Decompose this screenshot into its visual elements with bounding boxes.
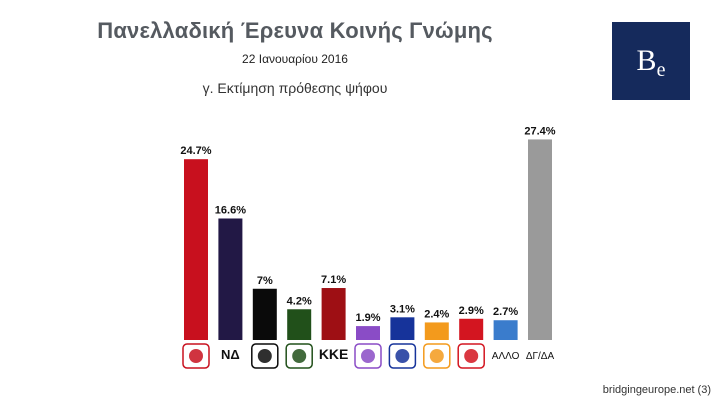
value-label: 16.6% [215,204,246,216]
axis-label: ΑΛΛΟ [492,351,520,362]
value-label: 24.7% [180,145,211,157]
axis-label: ΝΔ [221,347,240,362]
value-label: 1.9% [355,312,380,324]
party-emblem [388,343,417,369]
bar [493,320,518,340]
logo-text: Be [636,44,666,81]
chart-title: Πανελλαδική Έρευνα Κοινής Γνώμης [97,18,493,43]
bar [390,317,415,340]
bar [459,318,484,340]
bar [218,218,243,340]
value-label: 27.4% [524,125,555,137]
party-emblem [354,343,382,369]
survey-date: 22 Ιανουαρίου 2016 [242,52,348,66]
source-link[interactable]: bridgingeurope.net [602,384,695,396]
party-emblem [423,343,451,369]
party-emblem [182,343,210,369]
value-label: 7.1% [321,274,346,286]
value-label: 4.2% [287,295,312,307]
party-emblem-mark [361,349,375,363]
party-emblem [251,343,279,369]
bar [184,159,208,340]
party-emblem [285,343,313,369]
bar [424,322,449,340]
brand-logo: Be [612,22,690,100]
bar [321,288,346,340]
value-label: 2.4% [424,308,449,320]
axis-label: ΔΓ/ΔΑ [526,351,555,362]
party-emblem-mark [292,349,307,363]
value-label: 2.7% [493,306,518,318]
party-emblem-mark [395,349,410,363]
value-label: 7% [257,275,273,287]
chart-subtitle: γ. Εκτίμηση πρόθεσης ψήφου [202,80,388,96]
bar [356,326,380,340]
source-footer[interactable]: bridgingeurope.net (3) [603,384,711,396]
party-emblem-mark [464,349,479,363]
value-label: 2.9% [459,305,484,317]
page-number: (3) [697,384,711,396]
bar [287,309,312,340]
axis-label: ΚΚΕ [319,346,349,362]
bar [528,139,552,340]
bar [252,288,277,340]
party-emblem-mark [429,349,444,363]
value-label: 3.1% [390,303,415,315]
party-emblem-mark [257,349,272,363]
party-emblem-mark [189,349,203,363]
party-emblem [457,343,485,369]
